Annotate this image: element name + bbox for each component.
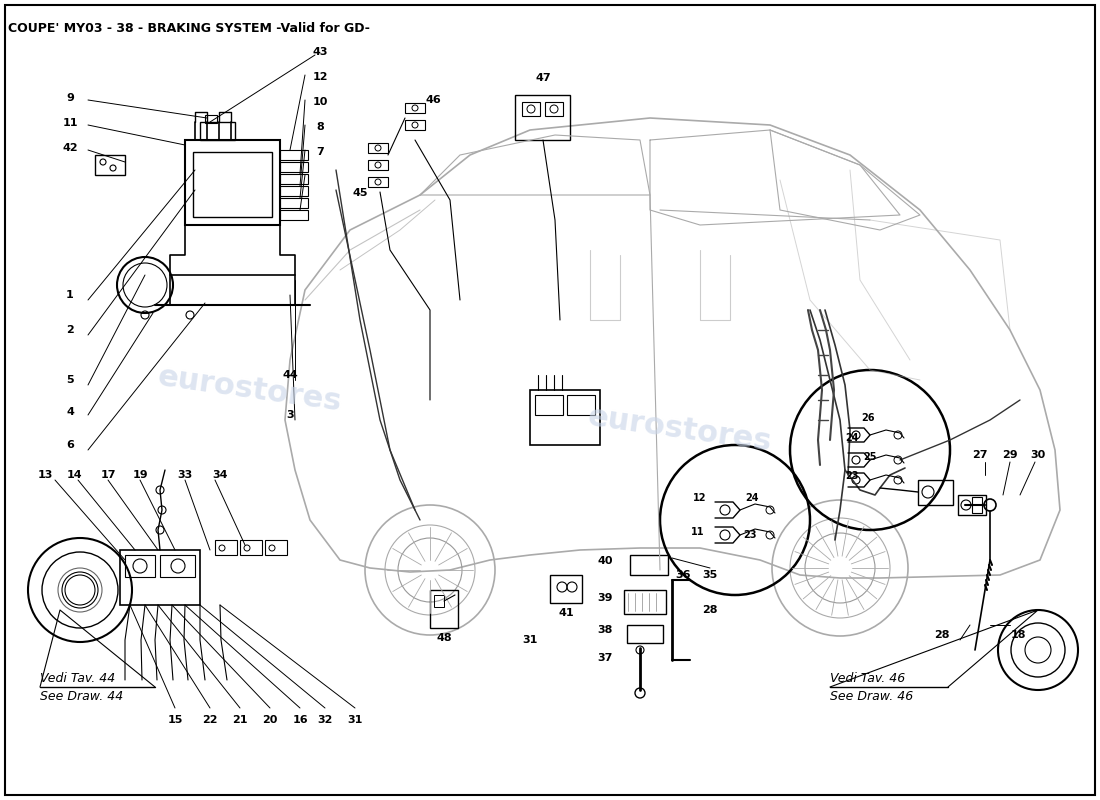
Text: 14: 14 [67, 470, 82, 480]
Text: 24: 24 [845, 433, 859, 443]
Bar [192, 152, 272, 217]
Bar [95, 155, 125, 175]
Text: 9: 9 [66, 93, 74, 103]
Text: 28: 28 [934, 630, 949, 640]
Text: 47: 47 [536, 73, 551, 83]
Bar [214, 540, 236, 555]
Text: See Draw. 46: See Draw. 46 [830, 690, 913, 703]
Text: eurostores: eurostores [586, 402, 774, 458]
Text: 38: 38 [597, 625, 613, 635]
Text: 45: 45 [352, 188, 367, 198]
Text: 18: 18 [1010, 630, 1025, 640]
Text: 8: 8 [316, 122, 323, 132]
Text: 19: 19 [132, 470, 147, 480]
Text: 28: 28 [702, 605, 717, 615]
Text: 33: 33 [177, 470, 192, 480]
Bar [280, 198, 308, 208]
Bar [120, 550, 200, 605]
Bar [405, 103, 425, 113]
Text: 35: 35 [703, 570, 717, 580]
Bar [550, 575, 582, 603]
Text: 43: 43 [312, 47, 328, 57]
Bar [125, 555, 155, 577]
Text: 13: 13 [37, 470, 53, 480]
Bar [280, 150, 308, 160]
Bar [240, 540, 262, 555]
Bar [368, 177, 388, 187]
Text: 23: 23 [845, 471, 859, 481]
Text: 23: 23 [744, 530, 757, 540]
Text: 21: 21 [232, 715, 248, 725]
Bar [185, 140, 280, 225]
Text: 22: 22 [202, 715, 218, 725]
Bar [918, 480, 953, 505]
Bar [530, 390, 600, 445]
Bar [515, 95, 570, 140]
Bar [430, 590, 458, 628]
Bar [368, 143, 388, 153]
Text: 31: 31 [348, 715, 363, 725]
Text: 12: 12 [312, 72, 328, 82]
Bar [265, 540, 287, 555]
Text: 37: 37 [597, 653, 613, 663]
Bar [205, 115, 217, 123]
Text: eurostores: eurostores [156, 362, 344, 418]
Text: 11: 11 [691, 527, 705, 537]
Text: 24: 24 [746, 493, 759, 503]
Text: Vedi Tav. 46: Vedi Tav. 46 [830, 672, 905, 685]
Text: COUPE' MY03 - 38 - BRAKING SYSTEM -Valid for GD-: COUPE' MY03 - 38 - BRAKING SYSTEM -Valid… [8, 22, 370, 35]
Text: 5: 5 [66, 375, 74, 385]
Text: 36: 36 [675, 570, 691, 580]
Text: 2: 2 [66, 325, 74, 335]
Bar [566, 395, 595, 415]
Bar [958, 495, 986, 515]
Text: 39: 39 [597, 593, 613, 603]
Text: 20: 20 [262, 715, 277, 725]
Bar [544, 102, 563, 116]
Text: 25: 25 [864, 452, 877, 462]
Text: 48: 48 [437, 633, 452, 643]
Bar [624, 590, 666, 614]
Text: 34: 34 [212, 470, 228, 480]
Bar [368, 160, 388, 170]
Bar [280, 186, 308, 196]
Bar [405, 120, 425, 130]
Text: 32: 32 [317, 715, 332, 725]
Text: See Draw. 44: See Draw. 44 [40, 690, 123, 703]
Text: 4: 4 [66, 407, 74, 417]
Bar [522, 102, 540, 116]
Text: 41: 41 [558, 608, 574, 618]
Text: 44: 44 [282, 370, 298, 380]
Text: 30: 30 [1031, 450, 1046, 460]
Bar [627, 625, 663, 643]
Text: 26: 26 [861, 413, 875, 423]
Bar [280, 174, 308, 184]
Text: 3: 3 [286, 410, 294, 420]
Text: Vedi Tav. 44: Vedi Tav. 44 [40, 672, 116, 685]
Bar [434, 595, 444, 607]
Text: 29: 29 [1002, 450, 1018, 460]
Text: 40: 40 [597, 556, 613, 566]
Bar [972, 497, 982, 513]
Text: 42: 42 [63, 143, 78, 153]
Bar [200, 122, 235, 140]
Text: 27: 27 [972, 450, 988, 460]
Bar [630, 555, 668, 575]
Text: 10: 10 [312, 97, 328, 107]
Text: 17: 17 [100, 470, 116, 480]
Text: 6: 6 [66, 440, 74, 450]
Bar [535, 395, 563, 415]
Bar [280, 210, 308, 220]
Text: 16: 16 [293, 715, 308, 725]
Text: 15: 15 [167, 715, 183, 725]
Bar [160, 555, 195, 577]
Text: 12: 12 [693, 493, 706, 503]
Text: 1: 1 [66, 290, 74, 300]
Text: 46: 46 [425, 95, 441, 105]
Text: 31: 31 [522, 635, 538, 645]
Text: 7: 7 [316, 147, 323, 157]
Text: 11: 11 [63, 118, 78, 128]
Bar [280, 162, 308, 172]
